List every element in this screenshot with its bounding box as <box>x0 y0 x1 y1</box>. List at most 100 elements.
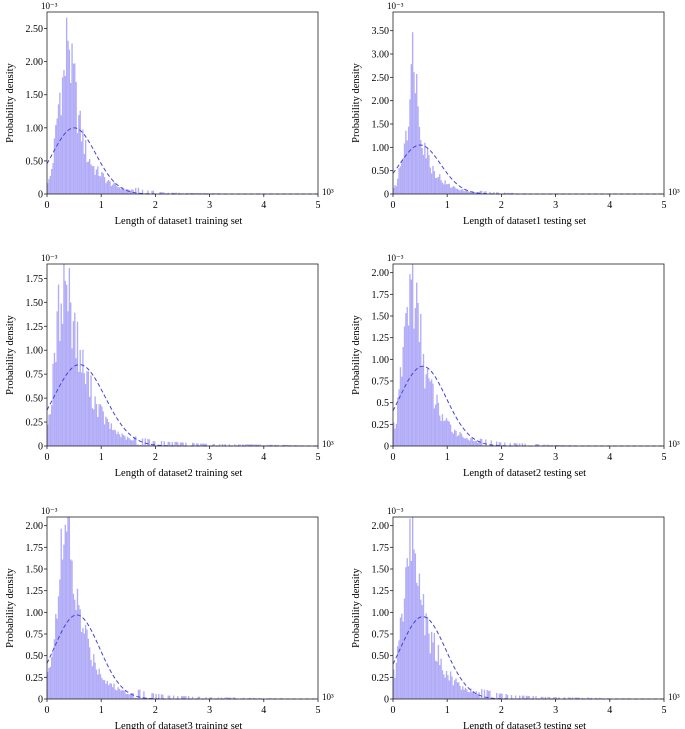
histogram-bar <box>397 397 399 446</box>
histogram-bar <box>426 148 429 194</box>
histogram-bar <box>430 173 433 194</box>
y-tick-label: 0.25 <box>372 673 390 684</box>
histogram-bar <box>95 403 98 446</box>
histogram-bar <box>102 411 104 446</box>
histogram-bar <box>109 683 111 699</box>
histogram-bar <box>417 585 419 699</box>
histogram-bar <box>439 415 441 446</box>
histogram-bar <box>83 633 85 699</box>
y-tick-label: 1.00 <box>26 346 44 357</box>
y-tick-label: 0.50 <box>26 651 44 662</box>
x-axis-label: Length of dataset3 testing set <box>463 721 586 729</box>
x-tick-label: 5 <box>316 705 321 716</box>
histogram-bar <box>106 181 108 194</box>
histogram-bar <box>135 697 137 699</box>
histogram-bar <box>133 697 136 699</box>
histogram-bar <box>248 697 251 699</box>
histogram-bar <box>49 414 52 446</box>
histogram-bar <box>436 661 438 699</box>
histogram-bar <box>126 436 129 446</box>
histogram-bar <box>467 191 469 194</box>
histogram-bar <box>60 115 62 194</box>
histogram-bar <box>74 312 76 446</box>
histogram-bar <box>63 264 65 446</box>
histogram-bar <box>441 414 444 446</box>
histogram-bar <box>124 690 126 699</box>
y-tick-label: 2.00 <box>372 268 390 279</box>
histogram-bar <box>528 695 530 699</box>
y-tick-label: 0.75 <box>26 630 44 641</box>
histogram-bar <box>91 408 94 446</box>
histogram-bar <box>255 444 258 446</box>
histogram-bar <box>547 444 549 446</box>
histogram-bar <box>523 695 525 699</box>
histogram-bar <box>53 352 56 446</box>
histogram-bar <box>468 191 471 194</box>
histogram-bar <box>141 189 144 194</box>
histogram-bar <box>514 695 517 699</box>
histogram-bar <box>472 191 475 194</box>
chart-panel-3: 0 1 2 3 4 5 0 0.25 0.50 0.75 1.00 1.25 1.50 1.75 10⁻³ 1… <box>5 253 334 479</box>
histogram-bar <box>167 695 169 699</box>
histogram-bar <box>76 321 79 446</box>
histogram-bar <box>59 579 61 699</box>
histogram-bar <box>600 698 602 699</box>
histogram-bar <box>250 444 252 446</box>
histogram-bar <box>468 692 471 699</box>
histogram-bar <box>393 669 395 699</box>
histogram-bar <box>433 171 435 194</box>
histogram-bar <box>282 444 285 446</box>
histogram-bar <box>504 442 506 446</box>
y-exponent-label: 10⁻³ <box>41 253 58 263</box>
histogram-bar <box>106 418 108 446</box>
histogram-bar <box>55 614 57 699</box>
histogram-bar <box>143 445 145 446</box>
y-tick-label: 2.00 <box>372 96 390 107</box>
histogram-bar <box>113 683 115 699</box>
histogram-bar <box>197 696 199 699</box>
histogram-bar <box>411 517 414 699</box>
y-tick-label: 2.50 <box>372 73 390 84</box>
histogram-bar <box>147 438 149 446</box>
x-tick-label: 2 <box>499 452 504 463</box>
histogram-bar <box>437 644 440 699</box>
histogram-bar <box>118 688 121 699</box>
histogram-bar <box>187 696 190 699</box>
histogram-bar <box>124 189 126 194</box>
histogram-bar <box>575 697 578 699</box>
histogram-bar <box>86 629 88 699</box>
histogram-bar <box>228 444 230 446</box>
histogram-bar <box>107 179 110 194</box>
histogram-bar <box>466 190 468 194</box>
histogram-bar <box>266 444 268 446</box>
y-tick-label: 0.25 <box>26 418 44 429</box>
histogram-bar <box>107 421 110 446</box>
histogram-bar <box>254 444 256 446</box>
histogram-bar <box>456 436 459 446</box>
histogram-bar <box>422 353 425 446</box>
histogram-bar <box>498 442 501 446</box>
histogram-bar <box>416 582 418 699</box>
chart-panel-5: 0 1 2 3 4 5 0 0.25 0.50 0.75 1.00 1.25 1.50 1.75 2.00 1… <box>5 506 334 729</box>
histogram-bar <box>90 375 92 446</box>
histogram-bar <box>535 696 537 699</box>
histogram-bar <box>470 192 472 194</box>
histogram-bar <box>252 697 255 699</box>
y-tick-label: 2.50 <box>26 24 44 35</box>
histogram-bar <box>519 695 521 699</box>
histogram-bar <box>87 638 90 699</box>
histogram-bar <box>61 77 64 194</box>
histogram-bar <box>233 444 236 446</box>
histogram-bar <box>552 697 555 699</box>
histogram-bar <box>82 349 84 446</box>
x-axis-label: Length of dataset1 testing set <box>463 216 586 227</box>
histogram-bar <box>201 443 203 446</box>
y-tick-label: 0 <box>384 442 389 453</box>
histogram-bar <box>196 443 198 446</box>
histogram-bar <box>110 186 113 194</box>
chart-panel-1: 0 1 2 3 4 5 0 0.50 1.00 1.50 2.00 2.50 10⁻³ 10³ Length… <box>5 1 334 227</box>
histogram-bar <box>238 444 240 446</box>
histogram-bar <box>452 186 454 194</box>
histogram-bar <box>405 130 407 194</box>
histogram-bar <box>292 445 294 446</box>
